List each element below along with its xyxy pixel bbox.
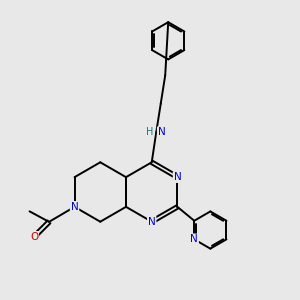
Text: N: N	[190, 234, 198, 244]
Text: N: N	[158, 127, 166, 137]
Text: N: N	[71, 202, 78, 212]
Text: N: N	[174, 172, 181, 182]
Text: H: H	[146, 127, 153, 137]
Text: N: N	[148, 217, 156, 227]
Text: O: O	[30, 232, 38, 242]
